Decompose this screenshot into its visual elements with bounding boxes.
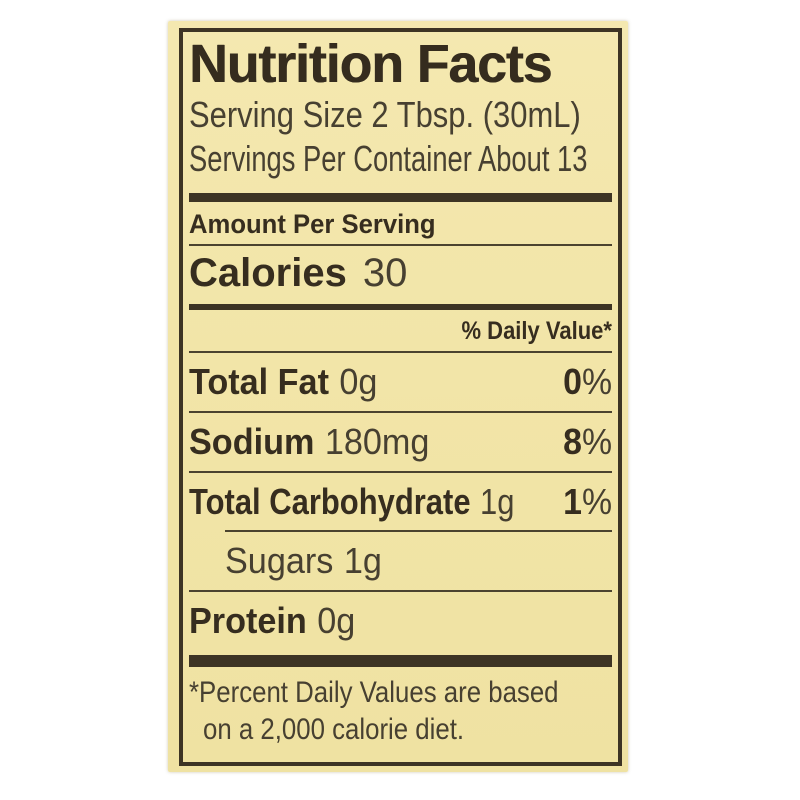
label-title: Nutrition Facts (189, 34, 552, 94)
nutrient-amount: 1g (343, 540, 382, 582)
divider-thick-bottom (189, 654, 612, 667)
percent-sign: % (581, 360, 612, 402)
divider-hairline (189, 244, 612, 247)
calories-row: Calories 30 (189, 251, 612, 296)
divider-hairline (189, 350, 612, 353)
nutrient-name: Protein (189, 600, 307, 642)
nutrient-daily-value: 0% (563, 360, 612, 402)
nutrient-name: Total Carbohydrate (189, 480, 471, 522)
nutrient-row-total-fat: Total Fat 0g 0% (189, 358, 612, 406)
nutrient-amount: 180mg (324, 420, 430, 462)
nutrient-amount: 1g (480, 480, 515, 522)
nutrient-daily-value: 1% (563, 480, 612, 522)
divider-hairline (189, 470, 612, 473)
daily-value-header-row: % Daily Value* (189, 316, 612, 346)
footnote-line2: on a 2,000 calorie diet. (203, 712, 465, 746)
nutrient-name: Sodium (189, 420, 315, 462)
nutrition-label-frame: Nutrition Facts Serving Size 2 Tbsp. (30… (179, 28, 622, 766)
divider-thick-top (189, 192, 612, 202)
nutrient-label: Total Fat 0g (189, 363, 377, 401)
daily-value-header: % Daily Value* (461, 316, 612, 345)
serving-size-line: Serving Size 2 Tbsp. (30mL) (189, 93, 581, 135)
servings-per-container-line: Servings Per Container About 13 (189, 137, 588, 179)
nutrient-label: Sodium 180mg (189, 420, 430, 462)
nutrient-row-protein: Protein 0g (189, 597, 612, 645)
nutrient-row-sodium: Sodium 180mg 8% (189, 418, 612, 466)
footnote-line1: *Percent Daily Values are based (189, 675, 559, 709)
nutrition-label-paper: Nutrition Facts Serving Size 2 Tbsp. (30… (168, 21, 628, 772)
nutrient-name: Total Fat (189, 360, 329, 402)
nutrient-amount: 0g (317, 600, 356, 642)
calories-value: 30 (362, 251, 408, 296)
nutrient-row-sugars: Sugars 1g (189, 537, 612, 585)
percent-sign: % (581, 480, 612, 522)
nutrient-label: Sugars 1g (225, 542, 382, 580)
nutrient-row-total-carbohydrate: Total Carbohydrate 1g 1% (189, 478, 612, 526)
nutrient-name: Sugars (225, 540, 334, 582)
nutrient-daily-value: 8% (563, 420, 612, 462)
divider-medium (189, 303, 612, 310)
percent-sign: % (581, 420, 612, 462)
nutrient-label: Total Carbohydrate 1g (189, 480, 515, 522)
nutrient-amount: 0g (339, 360, 378, 402)
divider-hairline-indented (225, 530, 612, 533)
amount-per-serving-heading: Amount Per Serving (189, 208, 436, 239)
divider-hairline (189, 410, 612, 413)
divider-hairline (189, 590, 612, 593)
nutrient-label: Protein 0g (189, 602, 355, 640)
calories-label: Calories (189, 251, 347, 296)
